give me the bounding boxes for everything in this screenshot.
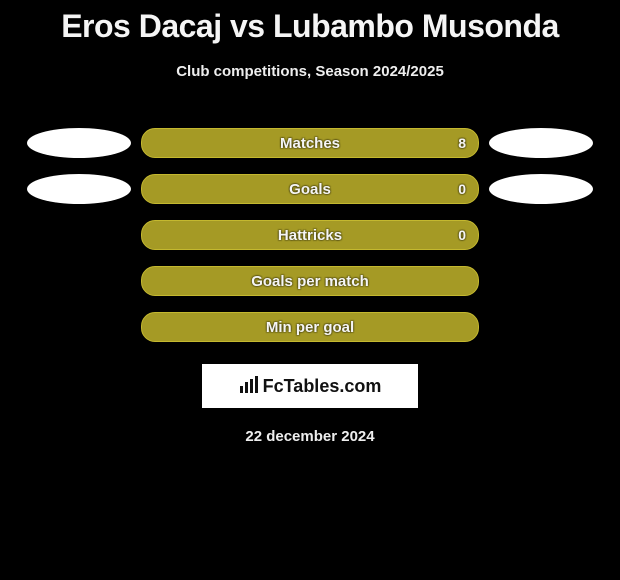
site-logo[interactable]: FcTables.com (202, 364, 418, 408)
logo-text-wrap: FcTables.com (239, 376, 382, 397)
stat-label: Hattricks (278, 227, 342, 244)
stat-value: 0 (458, 181, 466, 197)
stat-row: Goals per match (0, 258, 620, 304)
logo-label: FcTables.com (263, 376, 382, 397)
stat-row: Matches 8 (0, 120, 620, 166)
stat-bar: Min per goal (141, 312, 479, 342)
right-ellipse (489, 174, 593, 204)
footer-date: 22 december 2024 (0, 428, 620, 445)
stat-row: Goals 0 (0, 166, 620, 212)
stat-value: 0 (458, 227, 466, 243)
stat-label: Goals (289, 181, 331, 198)
stat-label: Min per goal (266, 319, 354, 336)
page-subtitle: Club competitions, Season 2024/2025 (0, 63, 620, 80)
left-ellipse (27, 174, 131, 204)
stat-bar: Goals per match (141, 266, 479, 296)
stat-label: Matches (280, 135, 340, 152)
stat-row: Min per goal (0, 304, 620, 350)
stat-value: 8 (458, 135, 466, 151)
stat-bar: Hattricks 0 (141, 220, 479, 250)
right-ellipse (489, 128, 593, 158)
page-title: Eros Dacaj vs Lubambo Musonda (0, 0, 620, 45)
chart-icon (239, 376, 259, 397)
stat-bar: Goals 0 (141, 174, 479, 204)
stat-row: Hattricks 0 (0, 212, 620, 258)
left-ellipse (27, 128, 131, 158)
stat-label: Goals per match (251, 273, 369, 290)
stat-bar: Matches 8 (141, 128, 479, 158)
stats-container: Matches 8 Goals 0 Hattricks 0 Goals per … (0, 120, 620, 350)
